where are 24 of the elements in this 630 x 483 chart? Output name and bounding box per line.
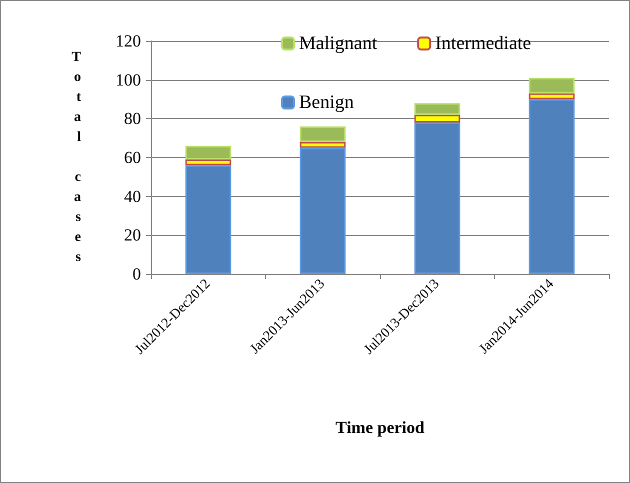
bar xyxy=(528,99,575,274)
y-tick-label: 0 xyxy=(132,264,141,284)
y-tick-label: 120 xyxy=(116,32,141,50)
y-tick-label: 40 xyxy=(124,186,141,206)
bar xyxy=(300,142,346,148)
bar xyxy=(300,126,346,142)
bar xyxy=(528,78,575,94)
y-tick-label: 80 xyxy=(124,109,141,128)
bar xyxy=(185,159,232,166)
bar xyxy=(185,146,232,160)
text: Total cases xyxy=(72,50,81,265)
x-axis-title: Time period xyxy=(336,418,426,437)
bar xyxy=(185,165,232,274)
legend-label: Benign xyxy=(299,92,354,113)
bar xyxy=(414,122,460,274)
bar xyxy=(414,103,460,115)
y-tick-label: 20 xyxy=(124,226,141,245)
bar xyxy=(300,148,346,274)
legend-label: Intermediate xyxy=(435,33,532,54)
bar xyxy=(528,93,575,100)
y-tick-label: 100 xyxy=(116,70,141,90)
legend-label: Malignant xyxy=(299,33,378,54)
y-tick-label: 60 xyxy=(124,148,141,167)
bar xyxy=(414,114,460,123)
